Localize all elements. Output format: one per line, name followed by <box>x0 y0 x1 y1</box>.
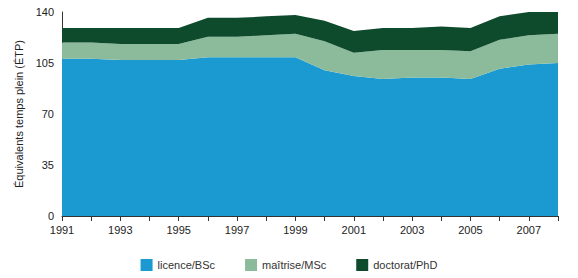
svg-text:70: 70 <box>42 108 54 120</box>
svg-text:1999: 1999 <box>283 224 307 236</box>
svg-text:0: 0 <box>48 210 54 222</box>
svg-text:140: 140 <box>36 6 54 18</box>
svg-text:Équivalents temps plein (ÉTP): Équivalents temps plein (ÉTP) <box>13 40 25 188</box>
svg-text:35: 35 <box>42 159 54 171</box>
svg-text:2003: 2003 <box>400 224 424 236</box>
svg-text:1997: 1997 <box>225 224 249 236</box>
svg-text:1991: 1991 <box>50 224 74 236</box>
svg-text:doctorat/PhD: doctorat/PhD <box>373 259 437 271</box>
svg-text:licence/BSc: licence/BSc <box>158 259 216 271</box>
svg-text:2005: 2005 <box>458 224 482 236</box>
svg-text:105: 105 <box>36 57 54 69</box>
svg-text:1993: 1993 <box>108 224 132 236</box>
svg-text:2007: 2007 <box>517 224 541 236</box>
svg-text:maîtrise/MSc: maîtrise/MSc <box>262 259 327 271</box>
svg-text:2001: 2001 <box>342 224 366 236</box>
svg-text:1995: 1995 <box>166 224 190 236</box>
